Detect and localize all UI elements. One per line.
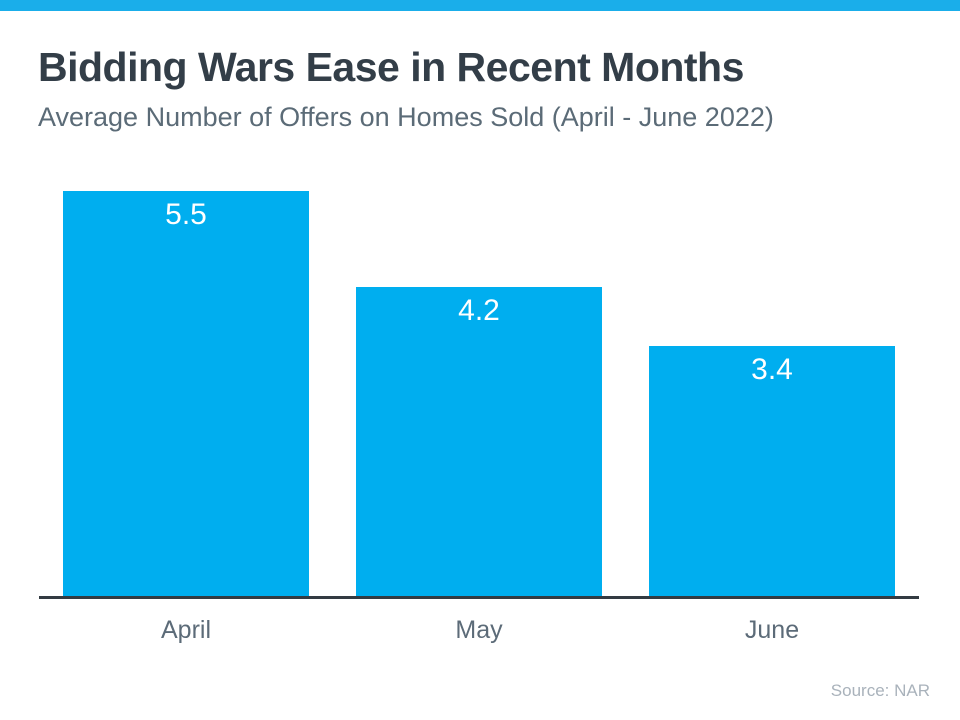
chart-subtitle: Average Number of Offers on Homes Sold (…: [38, 102, 774, 132]
bar-april: 5.5: [63, 191, 309, 596]
bar-june: 3.4: [649, 346, 895, 596]
bar-value-may: 4.2: [458, 294, 500, 327]
bar-value-june: 3.4: [751, 353, 793, 386]
source-note: Source: NAR: [830, 681, 930, 700]
category-label-april: April: [160, 616, 211, 644]
category-label-june: June: [744, 616, 800, 644]
chart-title: Bidding Wars Ease in Recent Months: [38, 44, 744, 90]
plot-area: 5.5 4.2 3.4: [39, 190, 919, 599]
top-accent-strip: [0, 0, 960, 11]
bar-may: 4.2: [356, 287, 602, 596]
category-label-may: May: [455, 616, 503, 644]
bar-value-april: 5.5: [165, 198, 207, 231]
x-axis-labels: April May June: [0, 616, 960, 646]
